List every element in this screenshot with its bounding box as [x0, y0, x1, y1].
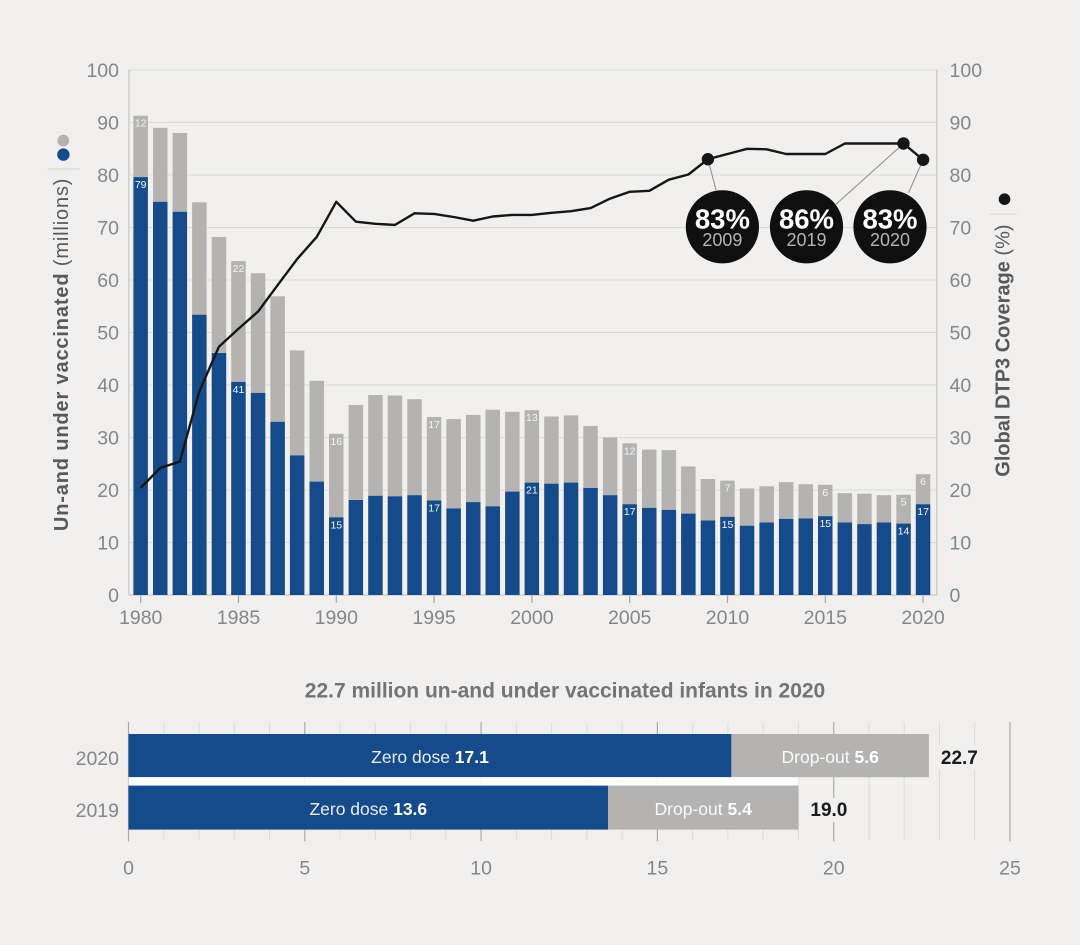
svg-text:19.0: 19.0	[810, 800, 847, 821]
svg-text:2010: 2010	[706, 607, 750, 629]
svg-text:6: 6	[822, 487, 828, 499]
svg-text:25: 25	[999, 858, 1021, 880]
svg-text:2020: 2020	[76, 748, 120, 770]
svg-text:17: 17	[624, 506, 636, 518]
svg-text:2000: 2000	[510, 607, 554, 629]
svg-text:1995: 1995	[412, 607, 456, 629]
svg-text:12: 12	[135, 118, 147, 130]
svg-text:60: 60	[950, 270, 972, 292]
svg-text:Global DTP3 Coverage (%): Global DTP3 Coverage (%)	[993, 224, 1015, 476]
svg-text:90: 90	[950, 113, 972, 135]
svg-text:2009: 2009	[702, 230, 742, 250]
svg-text:7: 7	[725, 483, 731, 495]
svg-text:17: 17	[428, 503, 440, 515]
svg-text:30: 30	[950, 428, 972, 450]
svg-text:70: 70	[950, 218, 972, 240]
svg-text:15: 15	[647, 858, 669, 880]
svg-text:17: 17	[428, 419, 440, 431]
svg-text:2019: 2019	[786, 230, 826, 250]
svg-text:60: 60	[97, 270, 119, 292]
svg-text:2020: 2020	[901, 607, 945, 629]
svg-text:0: 0	[108, 585, 119, 607]
svg-text:22.7 million un-and under vacc: 22.7 million un-and under vaccinated inf…	[305, 679, 825, 702]
svg-text:10: 10	[950, 533, 972, 555]
svg-text:15: 15	[722, 519, 734, 531]
svg-text:80: 80	[950, 165, 972, 187]
svg-text:41: 41	[233, 384, 245, 396]
svg-text:10: 10	[470, 858, 492, 880]
svg-text:15: 15	[330, 519, 342, 531]
svg-text:16: 16	[330, 436, 342, 448]
svg-text:Zero dose 13.6: Zero dose 13.6	[309, 799, 427, 819]
svg-text:13: 13	[526, 412, 538, 424]
svg-text:5: 5	[901, 497, 907, 509]
svg-text:40: 40	[97, 375, 119, 397]
svg-text:86%: 86%	[779, 204, 834, 235]
svg-text:80: 80	[97, 165, 119, 187]
svg-text:2019: 2019	[76, 800, 119, 822]
svg-text:30: 30	[97, 428, 119, 450]
svg-text:2005: 2005	[608, 607, 652, 629]
svg-text:Zero dose 17.1: Zero dose 17.1	[371, 747, 489, 767]
svg-text:40: 40	[950, 375, 972, 397]
svg-text:50: 50	[950, 323, 972, 345]
svg-text:Un-and under vaccinated (milli: Un-and under vaccinated (millions)	[51, 178, 73, 531]
svg-text:100: 100	[950, 60, 983, 82]
svg-text:2015: 2015	[804, 607, 848, 629]
svg-text:Drop-out 5.4: Drop-out 5.4	[655, 799, 753, 819]
svg-text:10: 10	[97, 533, 119, 555]
svg-text:1980: 1980	[119, 607, 163, 629]
svg-text:0: 0	[123, 858, 134, 880]
svg-text:5: 5	[299, 858, 310, 880]
svg-text:22.7: 22.7	[941, 748, 978, 769]
svg-text:0: 0	[950, 585, 961, 607]
svg-text:20: 20	[950, 480, 972, 502]
svg-text:83%: 83%	[862, 204, 917, 235]
svg-text:Drop-out 5.6: Drop-out 5.6	[782, 747, 880, 767]
svg-text:70: 70	[97, 218, 119, 240]
svg-text:50: 50	[97, 323, 119, 345]
svg-text:100: 100	[86, 60, 119, 82]
svg-text:90: 90	[97, 113, 119, 135]
svg-text:20: 20	[97, 480, 119, 502]
svg-text:20: 20	[823, 858, 845, 880]
svg-text:12: 12	[624, 445, 636, 457]
svg-text:1985: 1985	[217, 607, 261, 629]
svg-text:15: 15	[819, 518, 831, 530]
svg-text:14: 14	[898, 526, 910, 538]
svg-text:1990: 1990	[315, 607, 359, 629]
svg-text:83%: 83%	[695, 204, 750, 235]
svg-text:79: 79	[135, 179, 147, 191]
svg-text:21: 21	[526, 485, 538, 497]
svg-text:2020: 2020	[870, 230, 910, 250]
svg-text:17: 17	[917, 506, 929, 518]
svg-text:6: 6	[920, 476, 926, 488]
svg-text:22: 22	[233, 263, 245, 275]
